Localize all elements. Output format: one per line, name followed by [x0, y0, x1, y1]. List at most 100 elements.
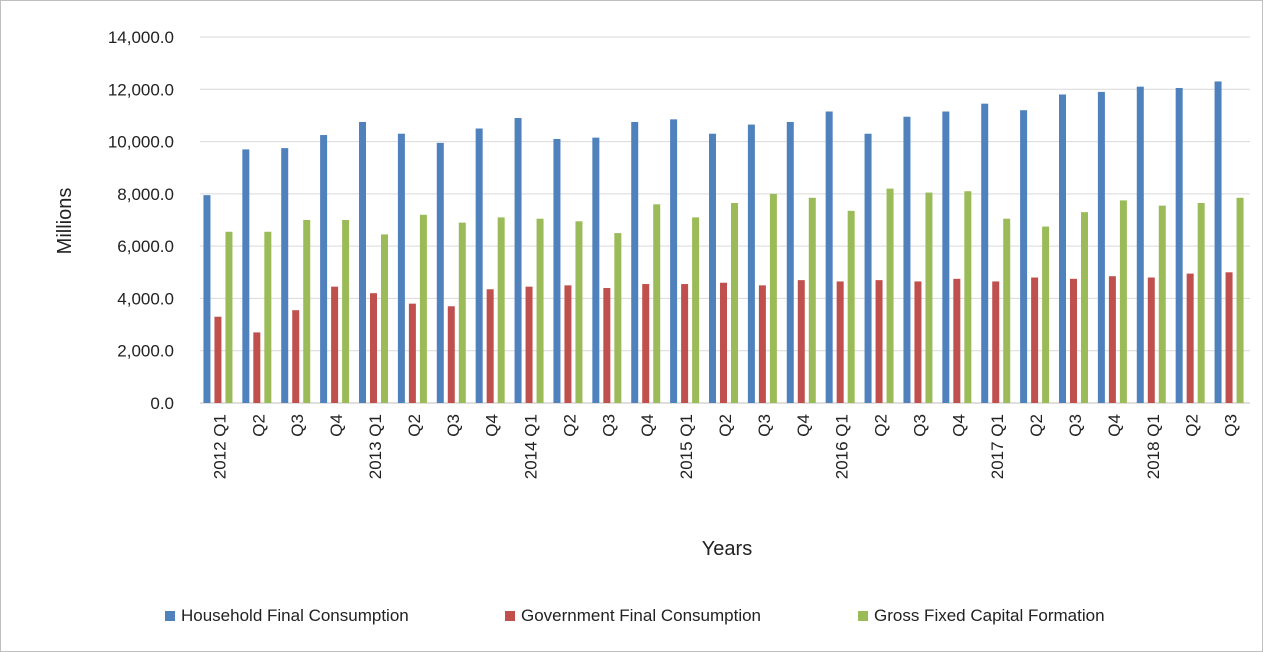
x-tick-label: Q2: [1027, 414, 1046, 437]
bar-gfcf: [1158, 205, 1166, 403]
bar-household: [864, 133, 872, 403]
bar-gfcf: [458, 222, 466, 403]
bar-gfcf: [1042, 226, 1050, 403]
bar-household: [825, 111, 833, 403]
bars: [203, 81, 1244, 404]
legend-swatch-gfcf: [858, 611, 868, 621]
bar-household: [747, 124, 755, 403]
bar-household: [320, 135, 328, 404]
y-axis-title: Millions: [54, 188, 76, 255]
bar-household: [281, 148, 289, 403]
legend-swatch-household: [165, 611, 175, 621]
y-tick-label: 14,000.0: [108, 28, 174, 47]
x-tick-label: Q2: [405, 414, 424, 437]
bar-gfcf: [964, 191, 972, 403]
bar-household: [475, 128, 483, 403]
bar-gfcf: [264, 231, 272, 403]
bar-household: [436, 142, 444, 403]
x-tick-label: Q4: [1105, 414, 1124, 437]
bar-government: [642, 284, 650, 403]
bar-government: [797, 280, 805, 403]
bar-gfcf: [925, 192, 933, 403]
bar-household: [242, 149, 250, 403]
x-tick-label: 2016 Q1: [833, 414, 852, 479]
x-tick-label: 2014 Q1: [522, 414, 541, 479]
bar-gfcf: [303, 220, 311, 403]
bar-household: [1097, 91, 1105, 404]
bar-gfcf: [1003, 218, 1011, 403]
bar-household: [981, 103, 989, 404]
bar-household: [359, 121, 366, 403]
bar-gfcf: [731, 203, 738, 403]
x-tick-label: Q2: [1183, 414, 1202, 437]
bar-gfcf: [1081, 212, 1088, 403]
x-tick-label: Q3: [444, 414, 463, 437]
y-tick-label: 0.0: [150, 394, 174, 413]
bar-gfcf: [614, 233, 622, 403]
bar-government: [486, 289, 494, 403]
x-tick-label: Q4: [327, 414, 346, 437]
bar-gfcf: [419, 214, 427, 403]
x-tick-label: 2017 Q1: [988, 414, 1007, 479]
bar-government: [681, 284, 689, 403]
legend-label: Gross Fixed Capital Formation: [874, 606, 1105, 625]
legend-label: Household Final Consumption: [181, 606, 409, 625]
bar-government: [836, 281, 844, 403]
bar-government: [720, 282, 727, 403]
bar-household: [903, 116, 911, 403]
bar-government: [370, 293, 377, 403]
bar-gfcf: [381, 234, 388, 403]
bar-household: [670, 119, 678, 403]
x-tick-label: Q2: [872, 414, 891, 437]
bar-government: [914, 281, 922, 403]
bar-government: [1147, 277, 1155, 403]
bar-government: [603, 287, 611, 403]
legend: Household Final Consumption Government Fi…: [165, 606, 1105, 625]
bar-household: [1175, 87, 1183, 403]
x-tick-label: 2015 Q1: [677, 414, 696, 479]
bar-government: [1031, 277, 1039, 403]
legend-swatch-government: [505, 611, 515, 621]
bar-government: [1070, 278, 1077, 403]
bar-government: [564, 285, 572, 403]
bar-government: [1186, 273, 1194, 403]
y-tick-label: 8,000.0: [117, 185, 174, 204]
x-tick-label: 2013 Q1: [366, 414, 385, 479]
x-tick-label: Q4: [949, 414, 968, 437]
y-tick-label: 4,000.0: [117, 289, 174, 308]
bar-household: [1020, 110, 1028, 403]
bar-government: [1108, 276, 1116, 403]
bar-gfcf: [342, 220, 350, 403]
bar-government: [292, 310, 300, 403]
x-tick-label: Q4: [483, 414, 502, 437]
bar-household: [709, 133, 716, 403]
bar-gfcf: [769, 193, 777, 403]
bar-household: [203, 195, 211, 403]
bar-government: [525, 286, 533, 403]
bar-gfcf: [536, 218, 544, 403]
x-tick-label: Q3: [1222, 414, 1241, 437]
bar-government: [992, 281, 1000, 403]
bar-gfcf: [575, 221, 583, 403]
bar-government: [253, 332, 261, 403]
y-axis-tick-labels: 0.0 2,000.0 4,000.0 6,000.0 8,000.0 10,000.0 1…: [108, 28, 174, 413]
x-tick-label: Q3: [910, 414, 929, 437]
bar-household: [1214, 81, 1222, 403]
y-tick-label: 6,000.0: [117, 237, 174, 256]
bar-household: [397, 133, 405, 403]
bar-gfcf: [808, 197, 816, 403]
x-tick-label: Q2: [560, 414, 579, 437]
x-tick-label: Q3: [755, 414, 774, 437]
bar-gfcf: [225, 231, 233, 403]
bar-gfcf: [1119, 200, 1127, 403]
bar-household: [786, 121, 794, 403]
bar-household: [942, 111, 950, 403]
bar-household: [1059, 94, 1066, 403]
x-tick-label: Q4: [794, 414, 813, 437]
bar-government: [447, 306, 455, 403]
x-tick-label: Q3: [1066, 414, 1085, 437]
bar-government: [875, 280, 883, 403]
bar-gfcf: [1197, 203, 1205, 403]
